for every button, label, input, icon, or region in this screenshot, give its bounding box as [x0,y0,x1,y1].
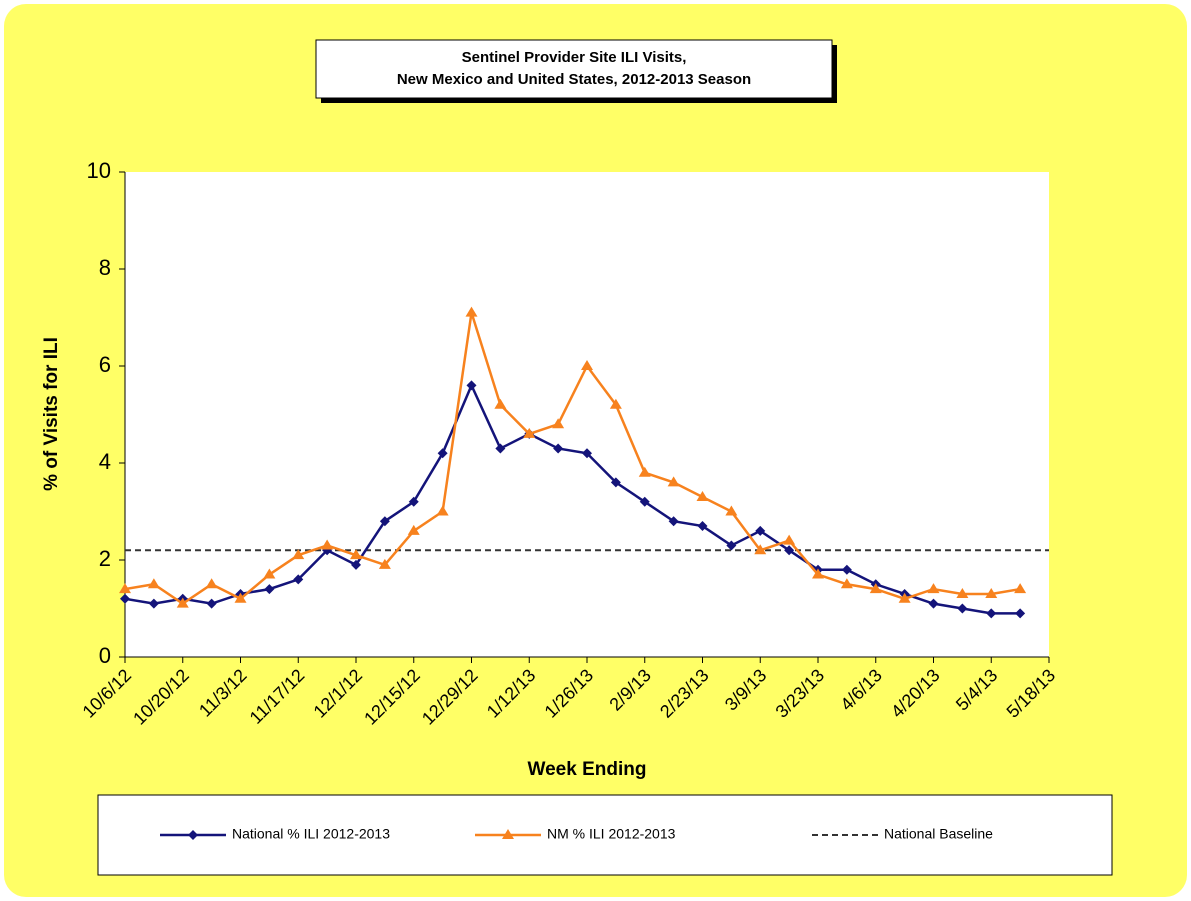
marker [986,608,997,619]
marker [436,505,449,516]
y-tick-label: 2 [99,546,111,571]
marker [985,587,998,598]
marker [957,603,968,614]
marker [119,583,131,594]
marker [928,598,939,609]
marker [408,496,419,507]
marker [205,578,218,589]
marker [927,583,940,594]
marker [176,597,189,608]
marker [465,306,478,317]
marker [581,360,593,370]
series-line [124,312,1021,606]
marker [609,398,622,409]
marker [755,525,766,536]
marker [292,549,305,560]
marker [264,584,275,595]
chart-title: Sentinel Provider Site ILI Visits, [462,49,687,66]
marker [898,592,911,603]
marker [407,524,420,535]
legend-label: NM % ILI 2012-2013 [547,826,676,842]
marker [783,534,796,545]
marker [502,829,514,839]
marker [638,466,651,477]
marker [234,592,247,603]
marker [379,516,390,527]
marker [812,568,824,579]
marker [350,549,362,560]
marker [726,540,737,551]
marker [378,558,391,569]
legend-label: National Baseline [884,826,993,842]
marker [784,545,795,556]
marker [841,564,852,575]
y-tick-label: 8 [99,255,111,280]
marker [668,516,679,527]
marker [437,448,448,459]
y-tick-label: 10 [87,158,111,183]
y-tick-label: 0 [99,643,111,668]
marker [120,593,130,604]
marker [754,544,767,555]
marker [697,521,708,532]
marker [351,559,361,570]
y-tick-label: 6 [99,352,111,377]
marker [639,496,650,507]
y-axis-label: % of Visits for ILI [41,337,62,491]
y-tick-label: 4 [99,449,111,474]
marker [725,505,738,516]
marker [582,448,592,459]
marker [696,490,709,501]
marker [495,443,506,454]
marker [552,418,565,429]
marker [293,574,304,585]
marker [1014,583,1027,594]
marker [1015,608,1026,619]
marker [869,583,882,594]
marker [148,598,159,609]
marker [553,443,564,454]
chart-title: New Mexico and United States, 2012-2013 … [397,71,751,88]
marker [956,587,969,598]
legend [97,794,1113,876]
marker [321,539,334,550]
marker [494,398,507,409]
marker [466,380,477,391]
marker [523,427,536,438]
legend-label: National % ILI 2012-2013 [232,826,390,842]
marker [840,578,853,589]
marker [147,578,160,589]
title-box [315,39,833,99]
marker [206,598,217,609]
plot-area [125,172,1049,657]
marker [667,476,680,487]
marker [610,477,621,488]
marker [188,830,198,840]
series-line [124,382,1021,615]
marker [263,568,276,579]
x-axis-label: Week Ending [528,759,647,780]
